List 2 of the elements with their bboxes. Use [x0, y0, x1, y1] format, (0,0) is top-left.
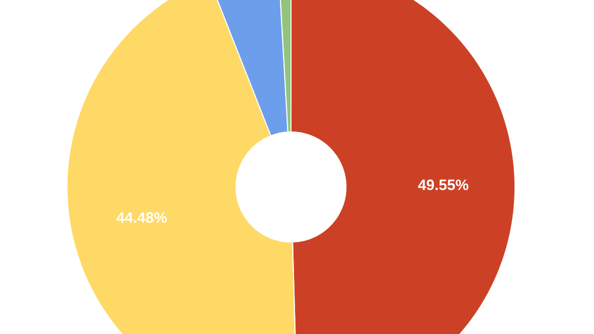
data-label: 44.48%	[116, 212, 167, 223]
data-label: 49.55%	[418, 180, 468, 190]
